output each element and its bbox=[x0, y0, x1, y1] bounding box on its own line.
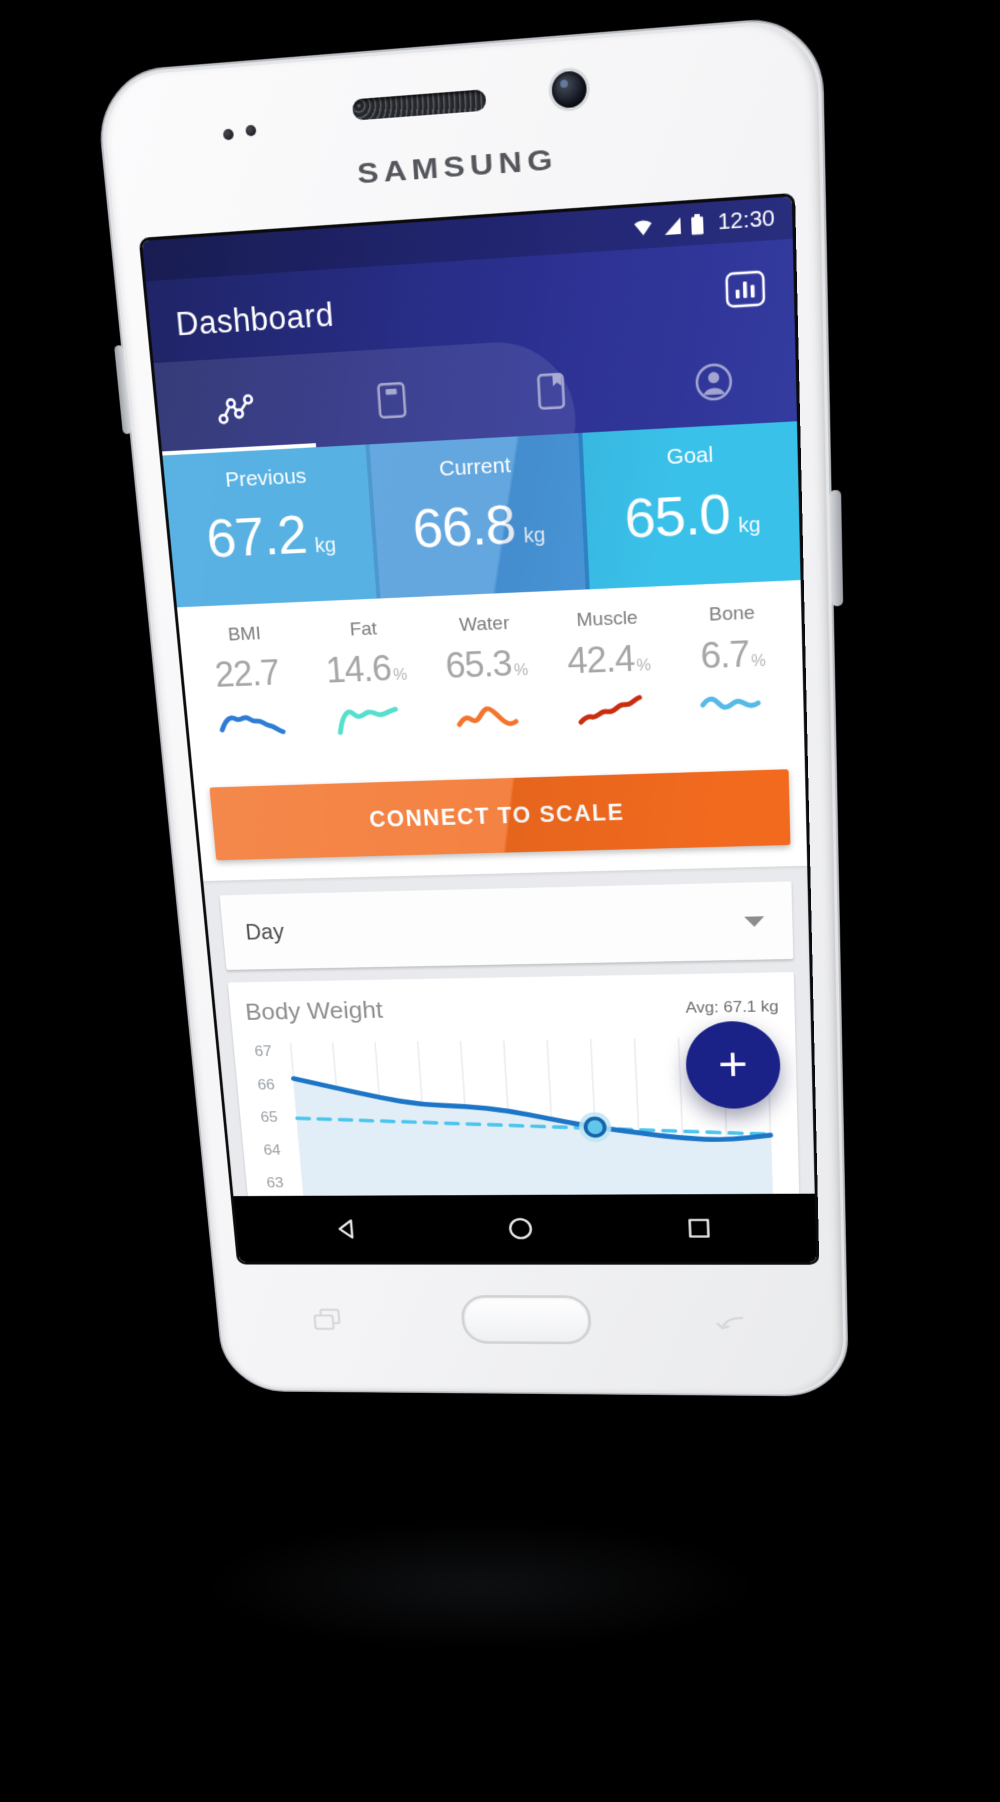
body-weight-card: Body Weight Avg: 67.1 kg 67 66 65 64 63 + bbox=[227, 972, 802, 1265]
metric-value: 22.7 bbox=[213, 652, 281, 695]
phone-body: SAMSUNG bbox=[93, 14, 849, 1397]
card-previous-weight: Previous 67.2 kg bbox=[162, 444, 377, 608]
tab-journal[interactable] bbox=[468, 343, 633, 439]
metric-label: Water bbox=[458, 612, 510, 636]
svg-text:66: 66 bbox=[257, 1076, 276, 1093]
metric-label: Bone bbox=[708, 602, 756, 626]
plus-icon: + bbox=[717, 1038, 749, 1092]
metric-unit: % bbox=[513, 662, 529, 680]
sparkline-bone bbox=[697, 685, 772, 723]
power-button[interactable] bbox=[829, 489, 844, 607]
proximity-sensor-icon bbox=[222, 128, 235, 141]
card-label: Previous bbox=[224, 464, 308, 492]
signal-icon bbox=[664, 216, 682, 235]
period-select-value: Day bbox=[244, 919, 285, 944]
light-sensor-icon bbox=[245, 124, 257, 137]
connect-button-label: CONNECT TO SCALE bbox=[368, 799, 625, 832]
card-value-row: 67.2 kg bbox=[204, 502, 338, 570]
card-value-row: 66.8 kg bbox=[411, 491, 547, 561]
metric-unit: % bbox=[636, 657, 652, 675]
bookmark-icon bbox=[534, 371, 567, 411]
hardware-recents-icon[interactable] bbox=[311, 1308, 344, 1336]
page-title: Dashboard bbox=[174, 295, 335, 343]
metrics-row: BMI 22.7 Fat 14.6% Water bbox=[177, 580, 805, 772]
tab-scale[interactable] bbox=[310, 353, 474, 448]
button-section: CONNECT TO SCALE bbox=[192, 750, 808, 882]
metric-value: 42.4 bbox=[566, 637, 636, 682]
bar-chart-icon[interactable] bbox=[724, 269, 766, 309]
card-value: 66.8 bbox=[410, 493, 517, 560]
metric-value: 65.3 bbox=[444, 642, 513, 686]
user-icon bbox=[694, 362, 733, 403]
card-unit: kg bbox=[738, 513, 761, 538]
sparkline-bmi bbox=[216, 703, 288, 740]
metric-unit: % bbox=[751, 652, 767, 671]
app-header: 12:30 Dashboard bbox=[141, 196, 797, 456]
home-icon[interactable] bbox=[508, 1217, 534, 1239]
card-value: 65.0 bbox=[623, 482, 731, 550]
bezel-bottom bbox=[214, 1264, 847, 1394]
card-unit: kg bbox=[314, 534, 337, 558]
metric-water: Water 65.3% bbox=[422, 591, 553, 763]
metric-bmi: BMI 22.7 bbox=[183, 602, 315, 771]
scatter-chart-icon bbox=[215, 392, 256, 427]
svg-text:67: 67 bbox=[254, 1043, 273, 1060]
tab-trends[interactable] bbox=[154, 362, 316, 455]
card-label: Goal bbox=[666, 442, 714, 470]
metric-label: Fat bbox=[349, 618, 378, 641]
svg-text:65: 65 bbox=[260, 1109, 279, 1125]
body-weight-chart: 67 66 65 64 63 bbox=[254, 1029, 784, 1214]
sparkline-fat bbox=[333, 698, 406, 735]
status-time: 12:30 bbox=[717, 205, 776, 235]
metric-fat: Fat 14.6% bbox=[301, 597, 432, 767]
volume-button[interactable] bbox=[114, 345, 132, 435]
metric-value: 14.6 bbox=[324, 647, 393, 691]
hardware-home-button[interactable] bbox=[460, 1295, 593, 1345]
tab-profile[interactable] bbox=[630, 333, 797, 430]
floor-reflection bbox=[200, 1520, 760, 1650]
svg-text:63: 63 bbox=[266, 1174, 285, 1190]
android-nav-bar bbox=[233, 1193, 817, 1263]
chart-header: Body Weight Avg: 67.1 kg bbox=[244, 989, 779, 1026]
card-value: 67.2 bbox=[203, 504, 309, 570]
front-camera bbox=[551, 70, 588, 109]
card-unit: kg bbox=[523, 524, 546, 548]
sparkline-muscle bbox=[574, 689, 648, 727]
wifi-icon bbox=[634, 219, 653, 236]
metric-value: 6.7 bbox=[699, 633, 750, 677]
connect-to-scale-button[interactable]: CONNECT TO SCALE bbox=[209, 769, 791, 861]
card-goal-weight: Goal 65.0 kg bbox=[582, 421, 801, 590]
battery-icon bbox=[691, 213, 705, 235]
sparkline-water bbox=[453, 694, 527, 732]
period-select[interactable]: Day bbox=[219, 881, 794, 970]
lower-section: Day Body Weight Avg: 67.1 kg 67 66 65 64 63 … bbox=[203, 865, 817, 1265]
screen: 12:30 Dashboard bbox=[138, 192, 820, 1265]
phone: SAMSUNG bbox=[93, 14, 849, 1397]
metric-bone: Bone 6.7% bbox=[668, 580, 798, 755]
recents-icon[interactable] bbox=[686, 1217, 712, 1240]
earpiece-speaker bbox=[352, 89, 487, 121]
metric-label: Muscle bbox=[575, 607, 639, 632]
card-value-row: 65.0 kg bbox=[623, 480, 761, 551]
back-icon[interactable] bbox=[333, 1218, 359, 1240]
metric-unit: % bbox=[392, 666, 408, 684]
chart-average-label: Avg: 67.1 kg bbox=[685, 997, 779, 1017]
metric-label: BMI bbox=[227, 623, 262, 646]
scale-icon bbox=[375, 381, 408, 420]
hardware-back-icon[interactable] bbox=[716, 1314, 747, 1339]
metric-muscle: Muscle 42.4% bbox=[544, 586, 675, 759]
chevron-down-icon bbox=[744, 915, 765, 927]
card-current-weight: Current 66.8 kg bbox=[369, 433, 586, 599]
chart-title: Body Weight bbox=[244, 996, 384, 1026]
card-label: Current bbox=[438, 453, 512, 481]
svg-text:64: 64 bbox=[263, 1142, 282, 1158]
